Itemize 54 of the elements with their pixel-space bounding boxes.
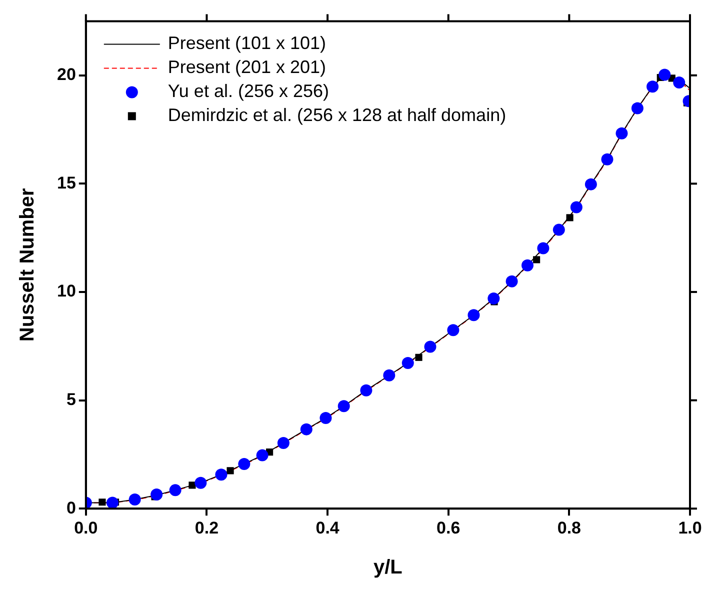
point <box>238 458 250 470</box>
point <box>646 80 659 93</box>
x-tick-label: 0.4 <box>316 518 340 538</box>
point <box>522 259 534 272</box>
point <box>584 178 597 190</box>
point <box>150 488 163 501</box>
point <box>468 309 480 322</box>
point <box>300 423 312 436</box>
point <box>320 412 332 424</box>
point <box>415 354 422 361</box>
point <box>188 482 196 489</box>
point <box>169 484 182 496</box>
legend-label: Present (201 x 201) <box>168 57 326 78</box>
point <box>601 153 614 166</box>
point <box>673 76 686 89</box>
point <box>215 468 228 481</box>
legend-label: Demirdzic et al. (256 x 128 at half domain) <box>168 105 506 126</box>
y-tick-label: 15 <box>56 173 76 192</box>
legend-label: Yu et al. (256 x 256) <box>168 81 330 102</box>
y-tick-label: 5 <box>66 390 76 409</box>
point <box>402 357 414 370</box>
point <box>658 68 671 81</box>
point <box>424 340 436 353</box>
point <box>256 449 268 462</box>
y-tick-label: 20 <box>56 65 76 84</box>
point <box>552 224 565 236</box>
point <box>98 498 106 506</box>
x-tick-label: 0.2 <box>194 518 219 538</box>
x-tick-label: 1.0 <box>678 518 702 538</box>
point <box>537 242 550 254</box>
point <box>277 436 290 449</box>
point <box>128 494 141 506</box>
point <box>570 201 582 214</box>
y-tick-label: 0 <box>66 498 76 518</box>
y-tick-label: 10 <box>56 282 76 301</box>
y-axis-title: Nusselt Number <box>16 188 39 342</box>
point <box>533 256 540 264</box>
point <box>360 384 372 396</box>
point <box>194 476 207 489</box>
x-tick-label: 0.8 <box>557 518 581 538</box>
point <box>226 467 234 474</box>
point <box>616 127 628 140</box>
point <box>566 214 574 222</box>
point <box>447 324 460 336</box>
point <box>383 369 396 382</box>
x-axis-title: y/L <box>374 556 402 579</box>
x-tick-label: 0.0 <box>74 518 98 538</box>
point <box>506 275 518 288</box>
point <box>631 102 644 114</box>
legend-label: Present (101 x 101) <box>168 33 326 54</box>
x-tick-label: 0.6 <box>436 518 460 538</box>
point <box>106 496 118 509</box>
point <box>488 292 500 304</box>
point <box>338 400 350 412</box>
